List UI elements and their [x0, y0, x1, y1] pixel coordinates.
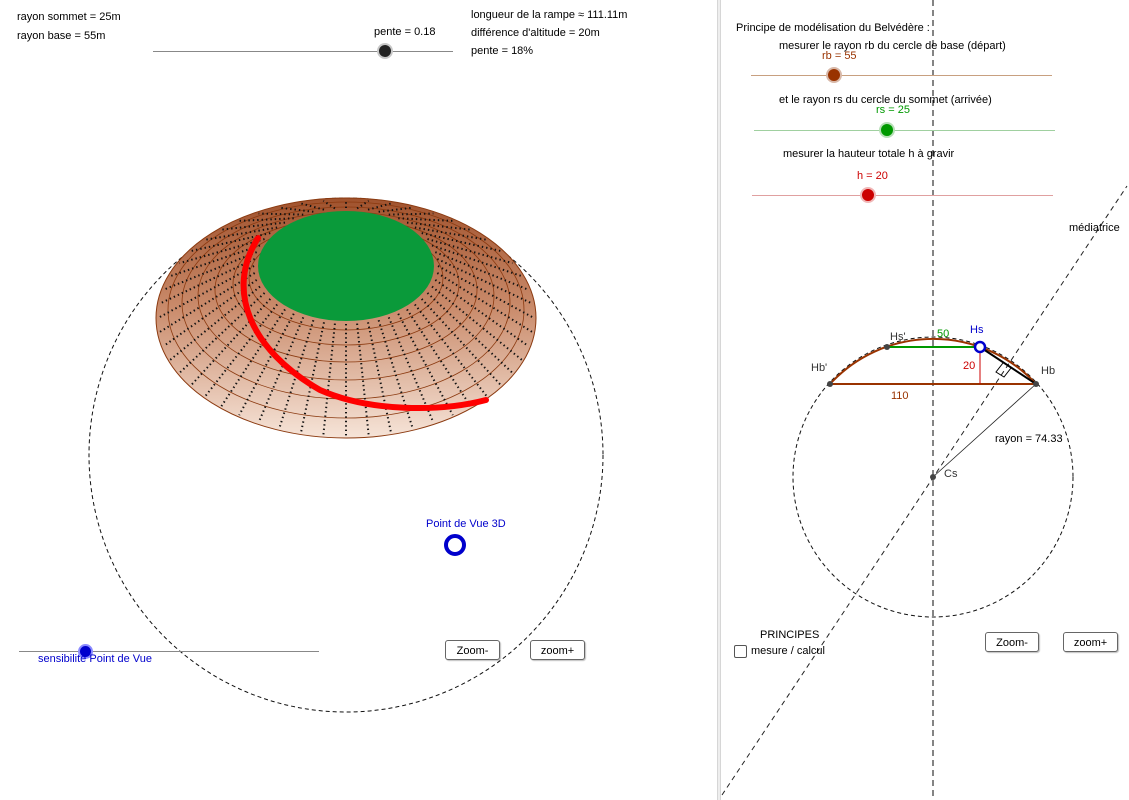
point-de-vue-label: Point de Vue 3D: [426, 518, 506, 530]
rb-slider-track[interactable]: [751, 75, 1052, 76]
dome-radial-stair: [190, 298, 272, 386]
point-hb-prime: [827, 381, 833, 387]
mediatrice-line: [721, 185, 1128, 796]
right-angle-mark: [995, 362, 1012, 378]
difference-altitude-text: différence d'altitude = 20m: [471, 27, 600, 39]
hb-label: Hb: [1041, 365, 1056, 377]
zoom-in-button-left[interactable]: zoom+: [530, 640, 585, 660]
zoom-out-button-left[interactable]: Zoom-: [445, 640, 500, 660]
dome-radial-stair: [169, 285, 261, 361]
step-h-text: mesurer la hauteur totale h à gravir: [783, 148, 955, 160]
dim-50-label: 50: [937, 328, 950, 340]
dome-radial-stair: [437, 265, 535, 319]
dome-radial-stair: [179, 238, 265, 265]
sensibilite-slider-track[interactable]: [19, 651, 319, 652]
dome-radial-stair: [388, 212, 434, 216]
mediatrice-label: médiatrice: [1069, 222, 1120, 234]
rs-slider-knob[interactable]: [879, 122, 895, 138]
dome-radial-stair: [436, 272, 534, 334]
dome-radial-stair: [278, 319, 315, 429]
belvedere-3d-drawing[interactable]: [0, 0, 717, 800]
dome-radial-stair: [414, 226, 487, 241]
point-de-vue-handle[interactable]: [444, 534, 466, 556]
dome-radial-stair: [406, 221, 471, 231]
step-rb-text: mesurer le rayon rb du cercle de base (d…: [779, 40, 1006, 52]
point-hb: [1033, 381, 1039, 387]
dome-radial-stair: [220, 308, 286, 407]
h-value-label: h = 20: [857, 170, 888, 182]
ramp-spiral: [240, 235, 489, 412]
point-hs: [973, 340, 987, 354]
rb-value-label: rb = 55: [822, 50, 857, 62]
dome-radial-stair: [431, 285, 523, 361]
hb-prime-label: Hb': [811, 362, 828, 374]
mesure-calcul-checkbox[interactable]: [734, 645, 747, 658]
dome-radial-stair: [322, 323, 336, 436]
dome-radial-stair: [367, 322, 392, 433]
panel-divider[interactable]: [717, 0, 721, 800]
rs-value-label: rs = 25: [876, 104, 910, 116]
dome-radial-stair: [221, 221, 286, 231]
sensibilite-slider-knob[interactable]: [78, 644, 93, 659]
dome-radial-stair: [398, 217, 453, 222]
rayon-label: rayon = 74.33: [995, 433, 1063, 445]
view-sphere-circle: [88, 197, 604, 713]
dome-radial-stair: [279, 206, 314, 213]
dome-radial-stair: [239, 217, 294, 222]
hs-prime-label: Hs': [890, 331, 906, 343]
profile-arc: [829, 337, 1037, 385]
dome-radial-stair: [426, 292, 514, 374]
longueur-rampe-text: longueur de la rampe ≈ 111.11m: [471, 9, 628, 21]
rb-slider-knob[interactable]: [826, 67, 842, 83]
dome-radial-stair: [434, 251, 529, 291]
dome-radial-stair: [162, 279, 258, 348]
sensibilite-label: sensibilité Point de Vue: [38, 653, 152, 665]
hs-label: Hs: [970, 324, 984, 336]
rayon-base-text: rayon base = 55m: [17, 30, 106, 42]
point-hs-prime: [884, 344, 890, 350]
point-cs: [930, 474, 936, 480]
dome-radial-stair: [204, 303, 278, 397]
summit-plateau: [258, 211, 434, 321]
dome-radial-stair: [397, 313, 454, 416]
dim-20-label: 20: [963, 360, 976, 372]
dome-radial-stair: [258, 212, 304, 216]
pente-slider-knob[interactable]: [377, 43, 393, 59]
pente-slider-track[interactable]: [153, 51, 453, 52]
h-slider-track[interactable]: [752, 195, 1053, 196]
rs-slider-track[interactable]: [754, 130, 1055, 131]
pente-slider-label: pente = 0.18: [374, 26, 436, 38]
dome-radial-stair: [421, 232, 501, 252]
dome-radial-stair: [427, 238, 513, 265]
cs-label: Cs: [944, 468, 958, 480]
dome-radial-stair: [420, 298, 502, 386]
dome-radial-stair: [300, 322, 325, 433]
dome-radial-stair: [414, 303, 488, 397]
dome-radial-stair: [356, 323, 370, 436]
dome-radial-stair: [178, 292, 266, 374]
dome-radial-stair: [378, 206, 413, 213]
slope-segment: [979, 346, 1037, 385]
dome-radial-stair: [434, 279, 530, 348]
pente-value-text: pente = 18%: [471, 45, 534, 57]
dome-radial-stair: [205, 226, 278, 241]
principle-title: Principe de modélisation du Belvédère :: [736, 22, 930, 34]
rayon-sommet-text: rayon sommet = 25m: [17, 11, 121, 23]
dome-radial-stair: [163, 251, 258, 291]
dome-radial-stair: [158, 272, 256, 334]
dome-radial-stair: [406, 308, 472, 407]
construction-circle: [792, 336, 1074, 618]
radius-segment: [932, 383, 1037, 478]
step-rs-text: et le rayon rs du cercle du sommet (arri…: [779, 94, 992, 106]
dome-radial-stair: [238, 313, 295, 416]
h-slider-knob[interactable]: [860, 187, 876, 203]
principes-label: PRINCIPES: [760, 629, 820, 641]
dim-110-label: 110: [891, 390, 909, 402]
dome-radial-stair: [157, 265, 255, 319]
zoom-out-button-right[interactable]: Zoom-: [985, 632, 1039, 652]
mesure-calcul-label[interactable]: mesure / calcul: [751, 645, 825, 657]
dome-radial-stair: [377, 319, 414, 429]
zoom-in-button-right[interactable]: zoom+: [1063, 632, 1118, 652]
